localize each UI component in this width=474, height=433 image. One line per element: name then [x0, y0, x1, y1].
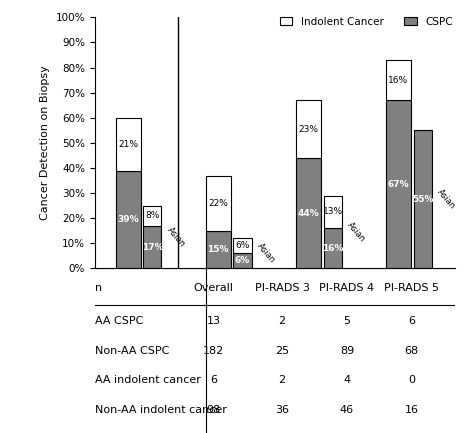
Text: Asian: Asian	[165, 225, 187, 249]
Text: 5: 5	[344, 316, 350, 326]
Bar	[206, 231, 231, 268]
Text: 23%: 23%	[298, 125, 318, 133]
Text: Asian: Asian	[255, 242, 277, 265]
Text: PI-RADS 5: PI-RADS 5	[384, 283, 439, 293]
Text: 13%: 13%	[322, 207, 343, 216]
Bar	[386, 100, 411, 268]
Text: 22%: 22%	[208, 199, 228, 208]
Text: 4: 4	[343, 375, 351, 385]
Text: Asian: Asian	[345, 220, 367, 244]
Bar	[144, 206, 162, 226]
Text: 6%: 6%	[235, 256, 250, 265]
Text: 2: 2	[279, 316, 286, 326]
Bar	[296, 158, 321, 268]
Text: PI-RADS 3: PI-RADS 3	[255, 283, 310, 293]
Text: 67%: 67%	[387, 180, 409, 189]
Text: 21%: 21%	[118, 140, 138, 149]
Text: 6%: 6%	[235, 241, 250, 250]
Text: n: n	[95, 283, 102, 293]
Text: 6: 6	[408, 316, 415, 326]
Bar	[116, 118, 141, 171]
Text: 15%: 15%	[208, 245, 229, 254]
Bar	[206, 175, 231, 231]
Text: 16%: 16%	[388, 76, 409, 84]
Bar	[234, 238, 252, 253]
Text: PI-RADS 4: PI-RADS 4	[319, 283, 374, 293]
Text: 68: 68	[405, 346, 419, 356]
Text: 17%: 17%	[142, 242, 163, 252]
Text: 6: 6	[210, 375, 217, 385]
Y-axis label: Cancer Detection on Biopsy: Cancer Detection on Biopsy	[40, 65, 50, 220]
Legend: Indolent Cancer, CSPC: Indolent Cancer, CSPC	[276, 13, 457, 31]
Text: 0: 0	[408, 375, 415, 385]
Text: 8%: 8%	[145, 211, 160, 220]
Text: AA indolent cancer: AA indolent cancer	[95, 375, 201, 385]
Bar	[144, 226, 162, 268]
Text: 89: 89	[340, 346, 354, 356]
Bar	[324, 196, 342, 228]
Bar	[234, 253, 252, 268]
Text: 46: 46	[340, 405, 354, 415]
Text: AA CSPC: AA CSPC	[95, 316, 143, 326]
Text: 25: 25	[275, 346, 289, 356]
Bar	[296, 100, 321, 158]
Text: 55%: 55%	[412, 195, 433, 204]
Bar	[324, 228, 342, 268]
Text: 2: 2	[279, 375, 286, 385]
Text: 13: 13	[207, 316, 221, 326]
Text: Asian: Asian	[435, 187, 457, 211]
Text: 39%: 39%	[117, 215, 139, 224]
Text: 44%: 44%	[297, 209, 319, 218]
Text: 182: 182	[203, 346, 224, 356]
Text: 36: 36	[275, 405, 289, 415]
Bar	[116, 171, 141, 268]
Bar	[414, 130, 432, 268]
Bar	[386, 60, 411, 100]
Text: Non-AA CSPC: Non-AA CSPC	[95, 346, 169, 356]
Text: 16: 16	[405, 405, 419, 415]
Text: Non-AA indolent cancer: Non-AA indolent cancer	[95, 405, 227, 415]
Text: Overall: Overall	[194, 283, 234, 293]
Text: 16%: 16%	[322, 244, 343, 253]
Text: 98: 98	[207, 405, 221, 415]
